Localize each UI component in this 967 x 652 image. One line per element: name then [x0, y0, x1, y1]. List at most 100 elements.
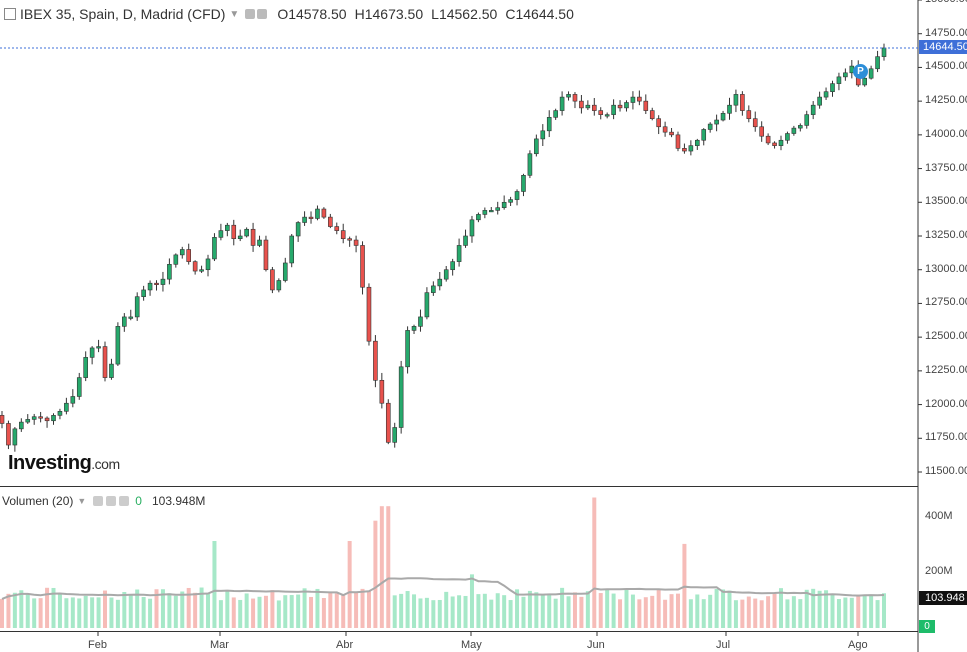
- candle-body: [843, 72, 848, 78]
- volume-bar: [392, 595, 397, 628]
- price-tick-label: 12750.00: [925, 296, 967, 309]
- candle-body: [57, 411, 63, 416]
- candle-body: [675, 134, 681, 149]
- volume-bar: [450, 596, 455, 628]
- price-tick-label: 12500.00: [925, 330, 967, 343]
- candle-body: [179, 249, 185, 256]
- volume-moving-average: [1, 577, 885, 600]
- volume-bar: [566, 596, 571, 628]
- candle-body: [688, 145, 694, 152]
- volume-bar: [630, 594, 635, 628]
- volume-bar: [276, 600, 281, 628]
- volume-bar: [598, 593, 603, 628]
- volume-bar: [547, 595, 552, 628]
- volume-bar: [708, 594, 713, 628]
- candle-body: [482, 210, 488, 215]
- candle-body: [167, 264, 172, 280]
- volume-bar: [553, 598, 558, 628]
- volume-bar: [283, 595, 288, 628]
- volume-bar: [849, 597, 854, 628]
- candle-body: [70, 396, 76, 404]
- volume-bar: [193, 592, 198, 628]
- volume-bar: [309, 596, 314, 628]
- price-tick-label: 12250.00: [925, 363, 967, 376]
- candle-body: [617, 104, 623, 109]
- volume-bar: [354, 591, 359, 628]
- volume-bar: [740, 599, 745, 628]
- candle-body: [411, 326, 417, 331]
- chevron-down-icon[interactable]: ▼: [77, 496, 87, 506]
- volume-title[interactable]: Volumen (20): [2, 494, 74, 508]
- candle-body: [347, 238, 352, 241]
- candle-body: [772, 142, 777, 146]
- price-tick-label: 15000.00: [925, 0, 967, 5]
- candle-body: [231, 224, 237, 239]
- candle-body: [514, 191, 520, 200]
- candle-body: [83, 357, 88, 378]
- candle-body: [373, 340, 378, 381]
- candle-body: [392, 427, 398, 443]
- candle-body: [624, 102, 629, 109]
- candle-body: [553, 110, 558, 118]
- volume-bar: [624, 588, 629, 628]
- volume-bar: [6, 593, 11, 628]
- candle-body: [778, 139, 784, 146]
- candle-body: [868, 68, 874, 79]
- candle-body: [437, 278, 443, 287]
- candle-body: [740, 94, 745, 111]
- candlestick-series: [0, 43, 887, 452]
- price-tick-label: 13000.00: [925, 262, 967, 275]
- volume-bar: [843, 597, 848, 628]
- volume-bar: [148, 598, 153, 628]
- visibility-icon[interactable]: [257, 9, 268, 19]
- time-tick-label: Ago: [848, 639, 868, 651]
- volume-bar: [733, 600, 738, 628]
- candle-body: [424, 292, 430, 318]
- candle-body: [830, 83, 835, 93]
- volume-bar: [418, 598, 423, 628]
- candle-body: [89, 347, 95, 358]
- candle-body: [263, 239, 269, 271]
- volume-bar: [611, 593, 616, 628]
- instrument-title[interactable]: IBEX 35, Spain, D, Madrid (CFD): [20, 6, 226, 22]
- candle-body: [0, 415, 5, 424]
- candle-body: [508, 199, 513, 203]
- visibility-icon[interactable]: [106, 496, 117, 506]
- volume-bar: [836, 599, 841, 628]
- collapse-icon[interactable]: [4, 8, 16, 20]
- volume-bar: [399, 593, 404, 628]
- close-label: C: [505, 6, 516, 22]
- candle-body: [791, 127, 797, 134]
- volume-bar: [675, 593, 680, 628]
- settings-icon[interactable]: [245, 9, 256, 19]
- candle-body: [695, 139, 700, 146]
- time-tick-label: May: [461, 639, 482, 651]
- candle-body: [6, 423, 11, 446]
- volume-bar: [51, 587, 56, 628]
- volume-bar: [824, 590, 829, 628]
- price-tick-label: 13750.00: [925, 161, 967, 174]
- pivot-badge[interactable]: P: [853, 64, 868, 79]
- time-tick-label: Jun: [587, 639, 605, 651]
- volume-bar: [688, 599, 693, 628]
- volume-bar: [315, 588, 320, 628]
- candle-body: [559, 96, 565, 111]
- candle-body: [205, 258, 211, 271]
- candle-body: [237, 235, 243, 239]
- chevron-down-icon[interactable]: ▼: [229, 8, 240, 20]
- volume-bar: [289, 595, 294, 628]
- volume-bar: [714, 589, 719, 628]
- candle-body: [334, 226, 340, 231]
- settings-icon[interactable]: [93, 496, 104, 506]
- candle-body: [810, 104, 816, 115]
- close-icon[interactable]: [119, 496, 130, 506]
- candle-body: [51, 415, 56, 422]
- candle-body: [76, 377, 82, 397]
- volume-bar: [817, 590, 822, 628]
- volume-bar: [476, 594, 481, 628]
- volume-bar: [77, 598, 82, 628]
- volume-bar: [90, 597, 95, 628]
- candle-body: [752, 118, 758, 128]
- candle-body: [192, 261, 198, 272]
